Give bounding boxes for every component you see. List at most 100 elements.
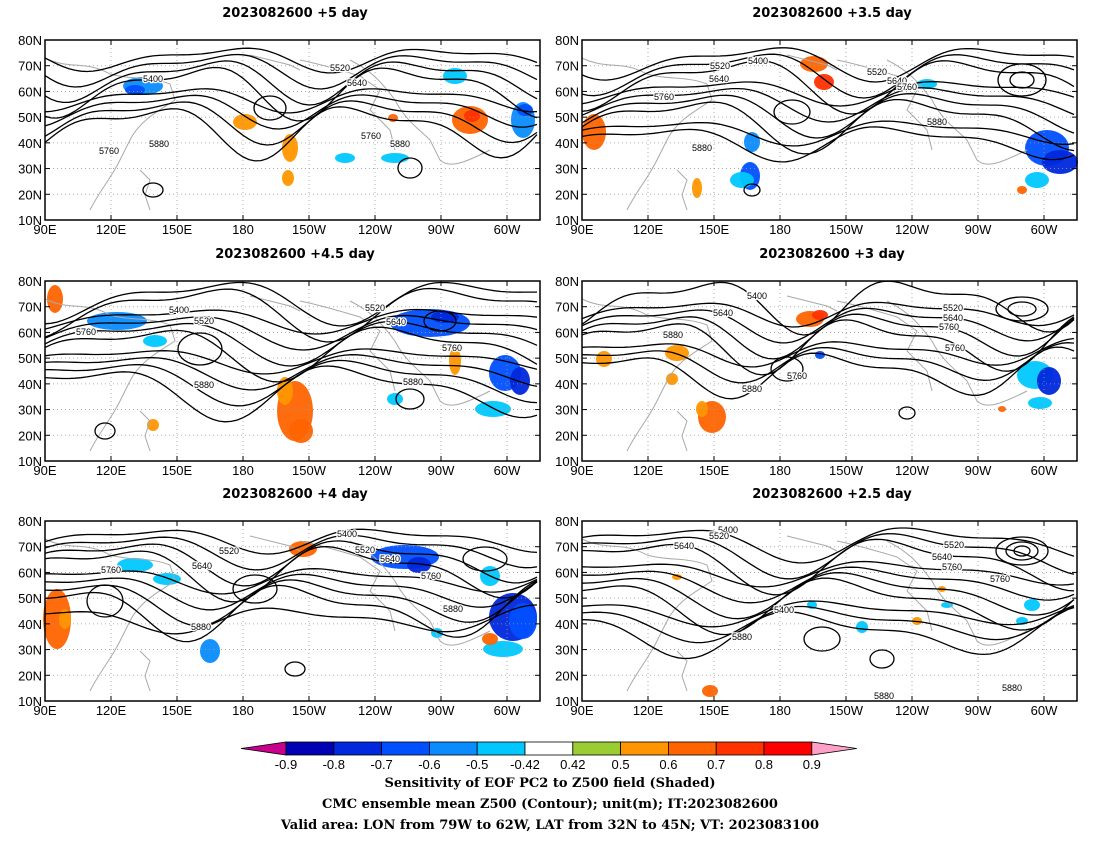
colorbar-tick-label: 0.5 — [612, 757, 630, 772]
lon-tick-label: 90E — [33, 222, 56, 237]
shaded-region — [289, 419, 313, 443]
map-frame — [44, 520, 541, 702]
caption-line-1: Sensitivity of EOF PC2 to Z500 field (Sh… — [384, 776, 716, 791]
shaded-region — [483, 641, 523, 657]
coastline — [886, 540, 1028, 646]
contour-line — [44, 281, 537, 327]
lon-tick-label: 120E — [96, 463, 127, 478]
lon-tick-label: 120W — [358, 703, 393, 718]
contour-label: 5760 — [945, 343, 965, 353]
contour-line — [581, 316, 1075, 376]
coastline — [44, 538, 176, 692]
lon-tick-label: 120W — [358, 222, 393, 237]
contour-label: 5640 — [347, 78, 367, 88]
lon-tick-label: 60W — [494, 463, 521, 478]
contour-line — [44, 308, 538, 335]
shaded-region — [1037, 367, 1061, 395]
contour-label: 5760 — [421, 571, 441, 581]
panel-title-2: 2023082600 +3.5 day — [752, 6, 912, 21]
colorbar-tick-label: -0.5 — [466, 757, 488, 772]
lat-tick-label: 40N — [18, 377, 42, 392]
contour-label: 5760 — [654, 92, 674, 102]
map-background — [582, 40, 1077, 220]
panel-title-3: 2023082600 +4.5 day — [215, 247, 375, 262]
shaded-region — [1024, 599, 1040, 611]
coastline — [249, 54, 301, 71]
lon-tick-label: 150W — [829, 222, 864, 237]
lat-tick-label: 30N — [555, 643, 579, 658]
shaded-region — [509, 603, 537, 639]
shaded-region — [387, 393, 403, 405]
colorbar-tick-label: -0.9 — [275, 757, 297, 772]
lat-tick-label: 80N — [555, 514, 579, 529]
contour-closed — [177, 332, 223, 366]
contour-label: 5400 — [337, 529, 357, 539]
contour-closed — [253, 95, 287, 121]
contour-label: 5760 — [990, 574, 1010, 584]
contour-line — [44, 320, 538, 367]
contour-label: 5400 — [169, 305, 189, 315]
lat-tick-label: 30N — [18, 403, 42, 418]
contour-line — [581, 342, 1075, 384]
lon-tick-label: 120W — [895, 703, 930, 718]
lon-tick-label: 120E — [96, 703, 127, 718]
shaded-region — [812, 310, 828, 320]
lon-tick-label: 90E — [570, 222, 593, 237]
contour-label: 5880 — [732, 632, 752, 642]
contour-closed — [397, 157, 423, 179]
lat-tick-label: 20N — [555, 428, 579, 443]
contour-line — [44, 47, 538, 74]
map-frame — [44, 39, 541, 221]
shaded-region — [510, 367, 530, 395]
contour-label: 5520 — [944, 540, 964, 550]
contour-closed — [997, 63, 1047, 97]
contour-label: 5880 — [191, 622, 211, 632]
lon-tick-label: 120E — [633, 222, 664, 237]
contour-line — [45, 568, 538, 595]
contour-label: 5640 — [943, 313, 963, 323]
lat-tick-label: 70N — [18, 540, 42, 555]
map-frame — [44, 280, 541, 462]
lon-tick-label: 150W — [292, 222, 327, 237]
shaded-region — [443, 68, 467, 84]
contour-label: 5520 — [943, 303, 963, 313]
lon-tick-label: 150E — [162, 703, 193, 718]
lat-tick-label: 40N — [555, 136, 579, 151]
shaded-sensitivity — [43, 541, 537, 663]
coastlines — [581, 535, 1028, 692]
shaded-region — [335, 153, 355, 163]
contour-line — [581, 538, 1075, 596]
lon-tick-label: 60W — [1031, 463, 1058, 478]
lon-tick-label: 90W — [428, 222, 455, 237]
coastline — [139, 410, 151, 452]
shaded-region — [666, 373, 678, 385]
axis-ticks — [581, 39, 1077, 221]
coastline — [676, 410, 688, 452]
contour-line — [44, 580, 538, 643]
lon-tick-label: 150E — [699, 703, 730, 718]
contour-line — [581, 301, 1075, 328]
colorbar-swatch — [428, 741, 478, 756]
colorbar-swatch — [572, 741, 621, 756]
shaded-region — [117, 558, 153, 572]
coastline — [349, 540, 491, 646]
lat-tick-label: 10N — [18, 213, 42, 228]
lat-tick-label: 80N — [18, 274, 42, 289]
shaded-region — [289, 541, 317, 557]
lon-tick-label: 180 — [769, 703, 791, 718]
shaded-region — [143, 335, 167, 347]
contour-closed — [898, 406, 916, 420]
contour-line — [581, 81, 1075, 107]
lat-tick-label: 20N — [18, 668, 42, 683]
contour-line — [581, 606, 1075, 660]
shaded-region — [941, 602, 953, 608]
contour-closed — [423, 310, 457, 332]
axis-ticks — [44, 520, 540, 702]
contour-closed — [462, 546, 508, 572]
shaded-region — [517, 104, 533, 116]
lat-tick-label: 70N — [18, 300, 42, 315]
lat-tick-label: 10N — [18, 694, 42, 709]
colorbar-swatch — [667, 741, 717, 756]
contour-closed — [1005, 541, 1039, 561]
